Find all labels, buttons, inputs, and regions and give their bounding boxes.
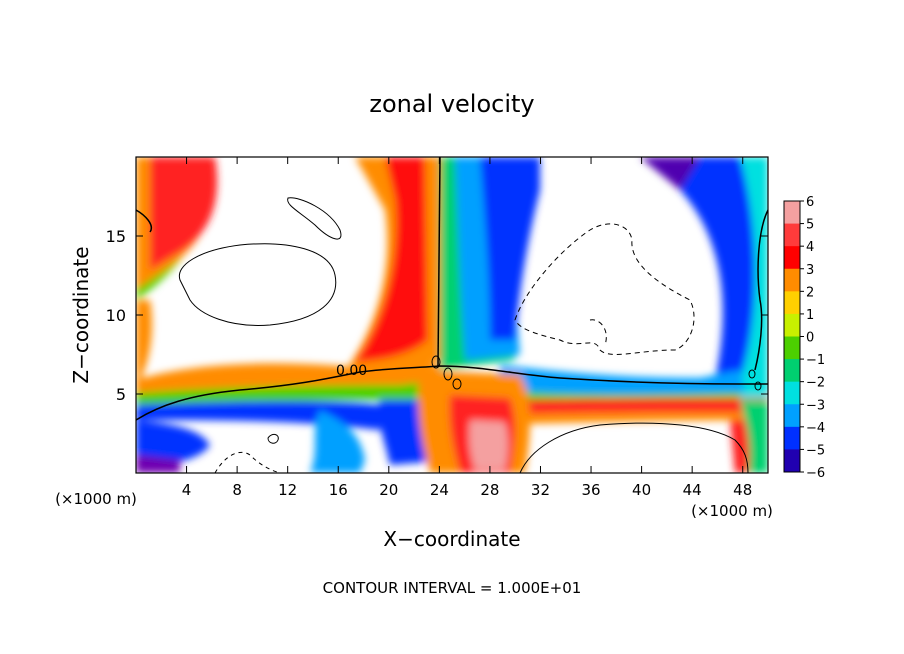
colorbar-swatch: [784, 449, 800, 473]
colorbar-label: −3: [806, 398, 825, 413]
x-tick-label: 20: [379, 481, 398, 499]
contour-line: [519, 422, 749, 473]
colorbar: 6 5 4 3 2 1 0 −1 −2 −3 −4 −5 −6: [783, 195, 825, 481]
contour-line: [754, 209, 768, 371]
colorbar-swatch: [784, 359, 800, 383]
colorbar-swatch: [784, 201, 800, 225]
colorbar-label: 2: [806, 285, 814, 300]
contour-line: [136, 209, 152, 233]
x-tick-label: 32: [531, 481, 550, 499]
field-shear-red: [500, 398, 768, 414]
contour-interval-text: CONTOUR INTERVAL = 1.000E+01: [323, 579, 582, 597]
colorbar-label: −1: [806, 353, 825, 368]
x-axis: 4 8 12 16 20 24 28 32 36 40 44 48: [182, 157, 752, 499]
x-tick-label: 48: [733, 481, 752, 499]
y-axis: 5 10 15: [106, 227, 768, 404]
contour-line: [431, 355, 441, 369]
contour-line: [452, 378, 462, 390]
x-tick-label: 44: [683, 481, 702, 499]
contour-line: [589, 319, 607, 346]
colorbar-swatch: [784, 223, 800, 247]
colorbar-swatch: [784, 313, 800, 337]
colorbar-label: 4: [806, 240, 814, 255]
x-tick-label: 40: [632, 481, 651, 499]
colorbar-swatch: [784, 404, 800, 428]
colorbar-swatch: [784, 291, 800, 315]
field-left-jet-core: [150, 157, 218, 270]
contour-line: [214, 451, 281, 473]
contour-line: [287, 197, 342, 240]
colorbar-swatch: [784, 426, 800, 450]
y-tick-label: 5: [116, 385, 126, 404]
field-right-lower-red: [730, 420, 750, 473]
x-tick-label: 24: [430, 481, 449, 499]
field-right-neg: [645, 157, 755, 380]
colorbar-label: 6: [806, 195, 814, 210]
colorbar-label: 1: [806, 308, 814, 323]
y-tick-label: 10: [106, 306, 126, 325]
colorbar-label: 3: [806, 263, 814, 278]
x-tick-label: 28: [480, 481, 499, 499]
colorbar-label: −2: [806, 376, 825, 391]
x-unit-right: (×1000 m): [691, 502, 773, 520]
x-tick-label: 4: [182, 481, 192, 499]
contour-line: [514, 223, 695, 355]
contour-line: [443, 367, 453, 381]
colorbar-swatch: [784, 246, 800, 270]
field-mixing-pink: [469, 420, 509, 470]
field-lower-mid-neg: [310, 410, 365, 473]
chart-title: zonal velocity: [369, 90, 534, 118]
contour-line: [136, 365, 768, 421]
contour-line: [748, 369, 756, 379]
contour-lines: [136, 157, 768, 473]
velocity-field: [136, 157, 768, 473]
colorbar-label: −4: [806, 421, 825, 436]
field-shear-cyan: [500, 365, 745, 395]
y-axis-label: Z−coordinate: [69, 246, 93, 383]
colorbar-swatch: [784, 336, 800, 360]
x-tick-label: 16: [329, 481, 348, 499]
colorbar-label: −5: [806, 443, 825, 458]
contour-line: [178, 243, 337, 326]
plot-area: 0.00: [136, 157, 768, 473]
x-axis-label: X−coordinate: [383, 527, 520, 551]
field-left-edge: [136, 300, 152, 380]
x-tick-label: 36: [581, 481, 600, 499]
colorbar-swatch: [784, 268, 800, 292]
colorbar-label: −6: [806, 466, 825, 481]
field-shear-orange: [500, 412, 768, 424]
contour-label: 0.00: [336, 363, 367, 379]
contour-line: [437, 157, 441, 367]
colorbar-label: 0: [806, 331, 814, 346]
colorbar-label: 5: [806, 218, 814, 233]
x-tick-label: 12: [278, 481, 297, 499]
field-lower-left-deep: [136, 455, 180, 473]
x-tick-label: 8: [232, 481, 242, 499]
field-central-jet-pos-core: [355, 157, 428, 362]
field-right-neg-deep: [640, 157, 700, 190]
contour-line: [754, 381, 762, 391]
colorbar-swatch: [784, 381, 800, 405]
contour-line: [267, 433, 279, 444]
x-unit-left: (×1000 m): [55, 490, 137, 508]
field-central-jet-neg-deep: [480, 157, 540, 340]
y-tick-label: 15: [106, 227, 126, 246]
